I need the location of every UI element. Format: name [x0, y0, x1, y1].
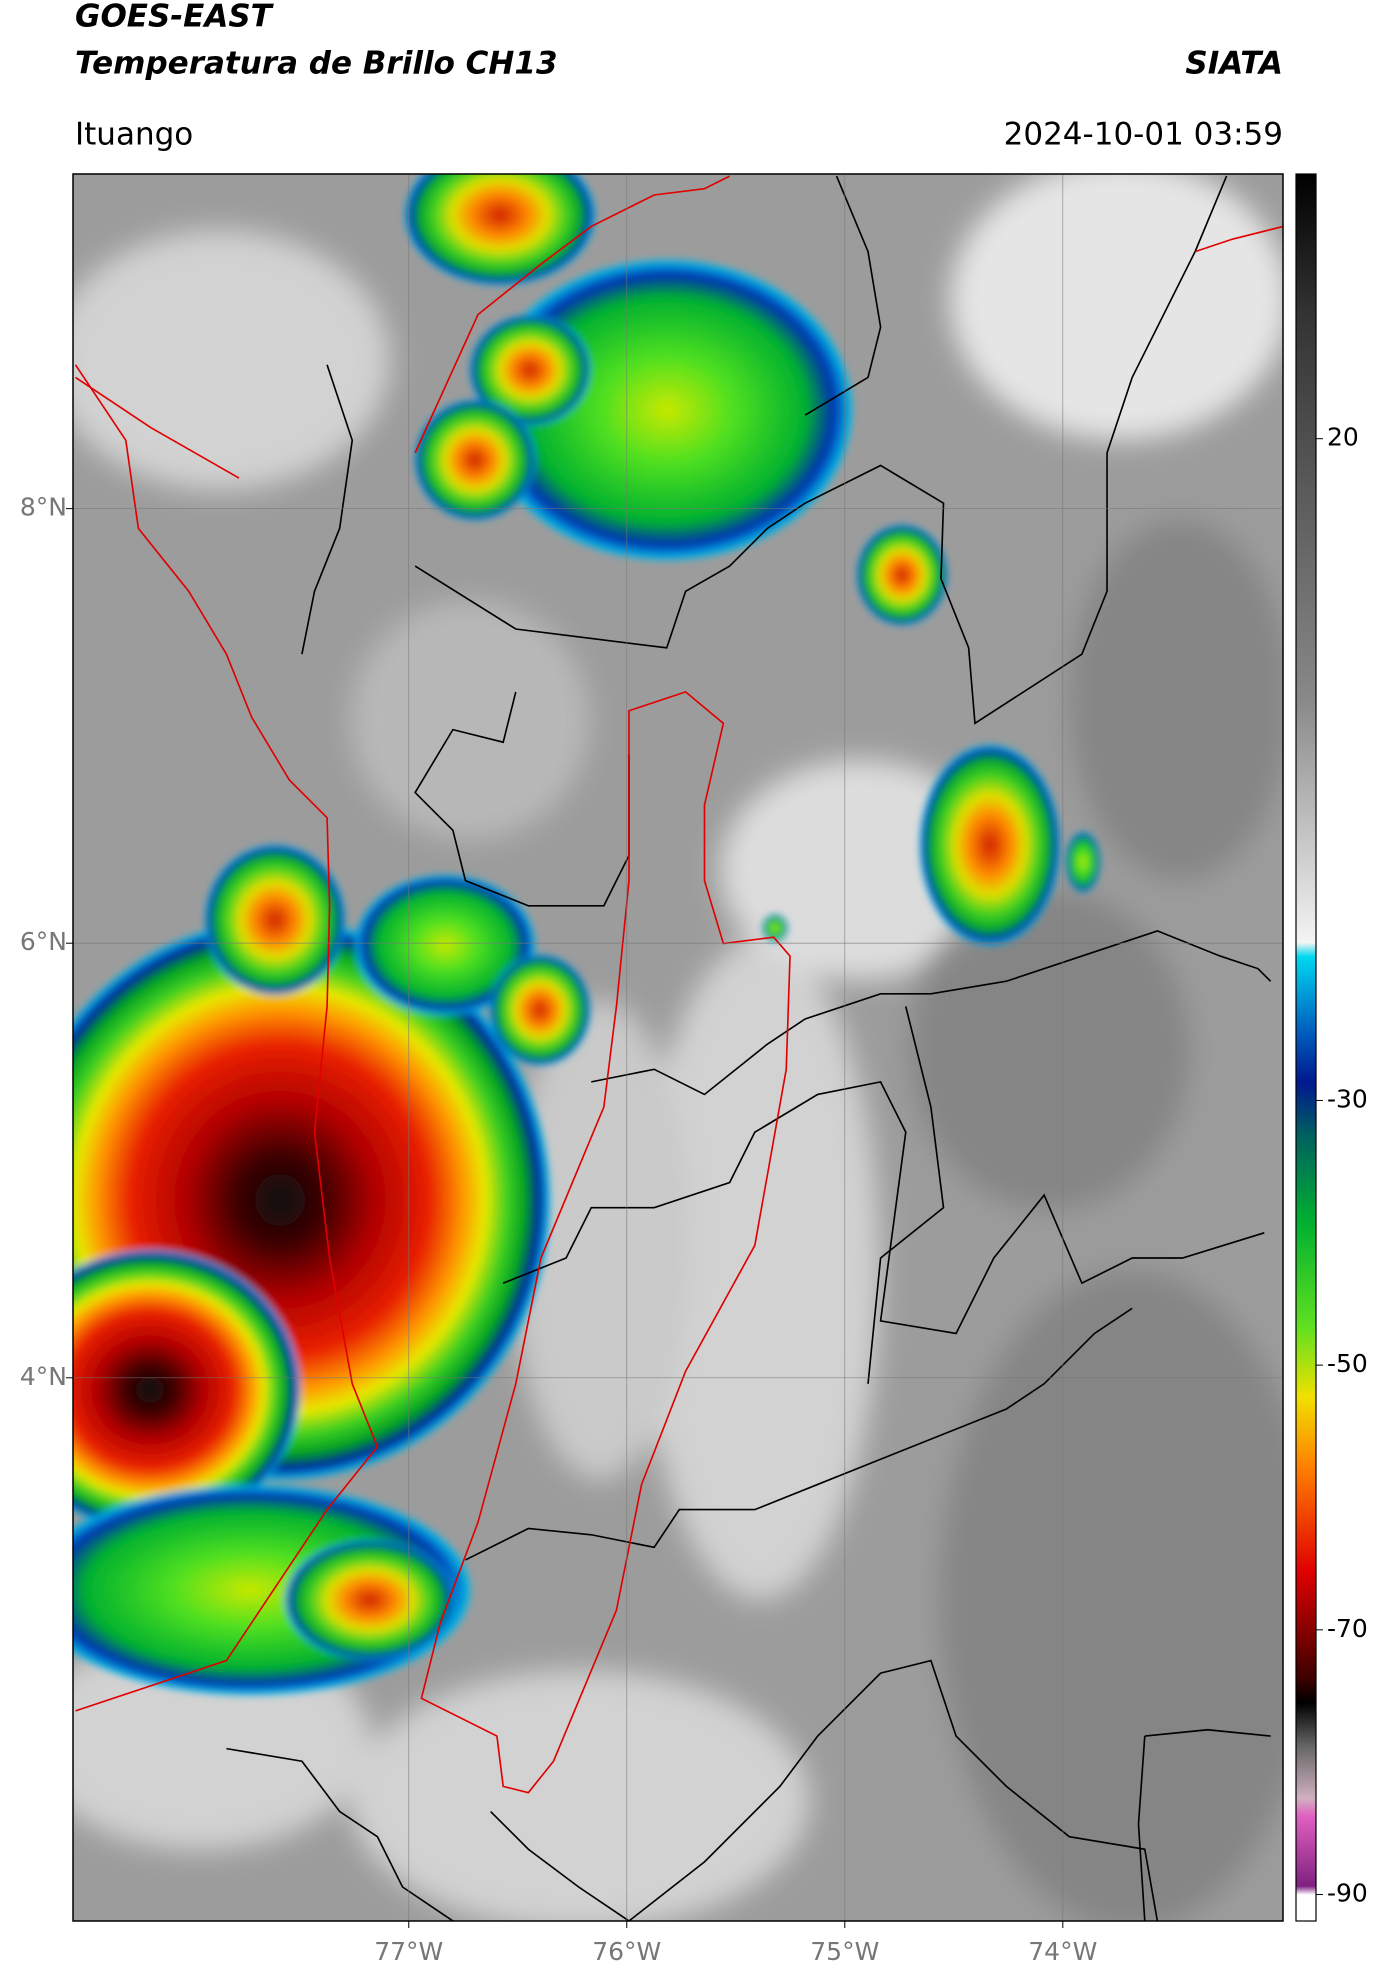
map-frame — [72, 173, 1284, 1922]
satellite-image — [73, 174, 1283, 1921]
source: SIATA — [1185, 46, 1283, 82]
colorbar-label: 20 — [1327, 423, 1359, 452]
colorbar-label: -90 — [1327, 1879, 1368, 1908]
lon-label: 76°W — [592, 1937, 661, 1966]
lon-label: 77°W — [374, 1937, 443, 1966]
colorbar — [1295, 173, 1317, 1922]
colorbar-label: -70 — [1327, 1614, 1368, 1643]
lat-label: 8°N — [20, 493, 67, 522]
colorbar-label: -30 — [1327, 1084, 1368, 1113]
lon-label: 75°W — [810, 1937, 879, 1966]
graticule — [73, 174, 1283, 1921]
lat-label: 6°N — [20, 927, 67, 956]
datetime: 2024-10-01 03:59 — [1004, 117, 1283, 153]
title: GOES-EAST — [75, 0, 275, 35]
lat-label: 4°N — [20, 1362, 67, 1391]
location: Ituango — [75, 117, 193, 153]
subtitle: Temperatura de Brillo CH13 — [75, 46, 558, 82]
lon-label: 74°W — [1028, 1937, 1097, 1966]
colorbar-label: -50 — [1327, 1349, 1368, 1378]
